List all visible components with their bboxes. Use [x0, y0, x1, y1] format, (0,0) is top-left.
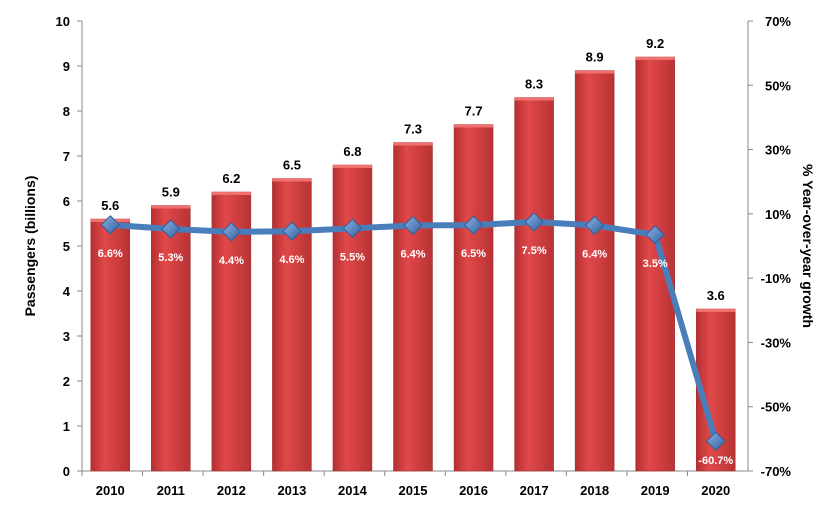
x-tick-label: 2011 [157, 483, 185, 498]
y-tick-label: 10 [56, 14, 70, 29]
growth-marker-2013 [282, 221, 302, 241]
bar-highlight [696, 309, 736, 312]
y2-tick-label: -30% [761, 335, 792, 350]
growth-marker-2010 [100, 215, 120, 235]
growth-value-label: 4.6% [279, 254, 304, 266]
growth-value-label: 6.5% [461, 248, 486, 260]
bar-highlight [151, 205, 191, 209]
bar-2015 [393, 142, 433, 472]
x-tick-label: 2019 [641, 483, 670, 498]
bar-2017 [514, 97, 554, 472]
bar-value-label: 6.8 [343, 144, 361, 159]
bar-highlight [454, 124, 494, 128]
x-tick-label: 2015 [399, 483, 428, 498]
y-tick-label: 0 [63, 464, 70, 479]
growth-marker-2011 [161, 219, 181, 239]
y-tick-label: 2 [63, 374, 70, 389]
bar-highlight [211, 192, 251, 195]
bar-value-label: 6.5 [283, 158, 301, 173]
x-tick-label: 2014 [338, 483, 368, 498]
growth-value-label: 6.4% [582, 248, 607, 260]
bar-highlight [332, 165, 372, 168]
growth-value-label: 3.5% [643, 258, 668, 270]
y2-tick-label: 10% [765, 207, 791, 222]
growth-value-label: 5.5% [340, 251, 365, 263]
bar-highlight [635, 57, 675, 60]
growth-marker-2016 [463, 215, 484, 235]
bar-value-label: 7.7 [465, 104, 483, 119]
growth-value-label: 7.5% [522, 245, 547, 257]
y2-tick-label: -70% [761, 464, 792, 479]
bar-highlight [272, 178, 312, 182]
y2-tick-label: 30% [765, 143, 791, 158]
bar-2019 [635, 56, 675, 472]
growth-value-label: -60.7% [698, 455, 733, 467]
growth-marker-2017 [524, 212, 544, 232]
growth-marker-2020 [706, 431, 726, 451]
x-tick-label: 2013 [277, 483, 306, 498]
x-tick-label: 2010 [96, 483, 125, 498]
growth-value-label: 4.4% [219, 255, 244, 267]
y2-tick-label: -50% [761, 400, 792, 415]
bar-2014 [332, 164, 373, 472]
y-tick-label: 1 [63, 419, 70, 434]
bar-highlight [575, 70, 615, 74]
bar-2016 [453, 124, 494, 472]
y2-axis-title: % Year-over-year growth [800, 164, 816, 328]
y-tick-label: 6 [63, 194, 70, 209]
y-tick-label: 8 [63, 104, 70, 119]
growth-value-label: 6.4% [400, 248, 425, 260]
x-tick-label: 2012 [217, 483, 246, 498]
growth-marker-2012 [221, 222, 242, 242]
growth-value-label: 5.3% [158, 252, 183, 264]
growth-marker-2015 [403, 215, 423, 236]
y-tick-label: 4 [63, 284, 71, 299]
y-tick-label: 7 [63, 149, 70, 164]
bar-value-label: 9.2 [646, 36, 664, 51]
bar-value-label: 5.6 [101, 198, 119, 213]
y2-tick-label: 50% [765, 78, 791, 93]
growth-marker-2014 [342, 218, 363, 239]
x-tick-label: 2016 [459, 483, 488, 498]
bar-value-label: 8.3 [525, 77, 543, 92]
y-tick-label: 9 [63, 59, 70, 74]
y-tick-label: 3 [63, 329, 70, 344]
bar-value-label: 5.9 [162, 185, 180, 200]
bar-2010 [90, 218, 131, 472]
x-tick-label: 2018 [580, 483, 609, 498]
bar-highlight [514, 97, 554, 101]
y2-tick-label: -10% [761, 271, 792, 286]
bar-2011 [151, 205, 191, 472]
bar-2018 [574, 70, 615, 472]
y-tick-label: 5 [63, 239, 70, 254]
bar-value-label: 6.2 [222, 171, 240, 186]
y-axis-title: Passengers (billions) [22, 176, 38, 317]
x-tick-label: 2020 [701, 483, 730, 498]
growth-marker-2018 [584, 215, 605, 236]
bar-value-label: 7.3 [404, 122, 422, 137]
x-tick-label: 2017 [520, 483, 549, 498]
growth-marker-2019 [645, 225, 665, 245]
growth-value-label: 6.6% [98, 248, 123, 260]
bar-value-label: 3.6 [707, 288, 725, 303]
bar-highlight [393, 142, 433, 146]
y2-tick-label: 70% [765, 14, 791, 29]
bar-value-label: 8.9 [586, 50, 604, 65]
